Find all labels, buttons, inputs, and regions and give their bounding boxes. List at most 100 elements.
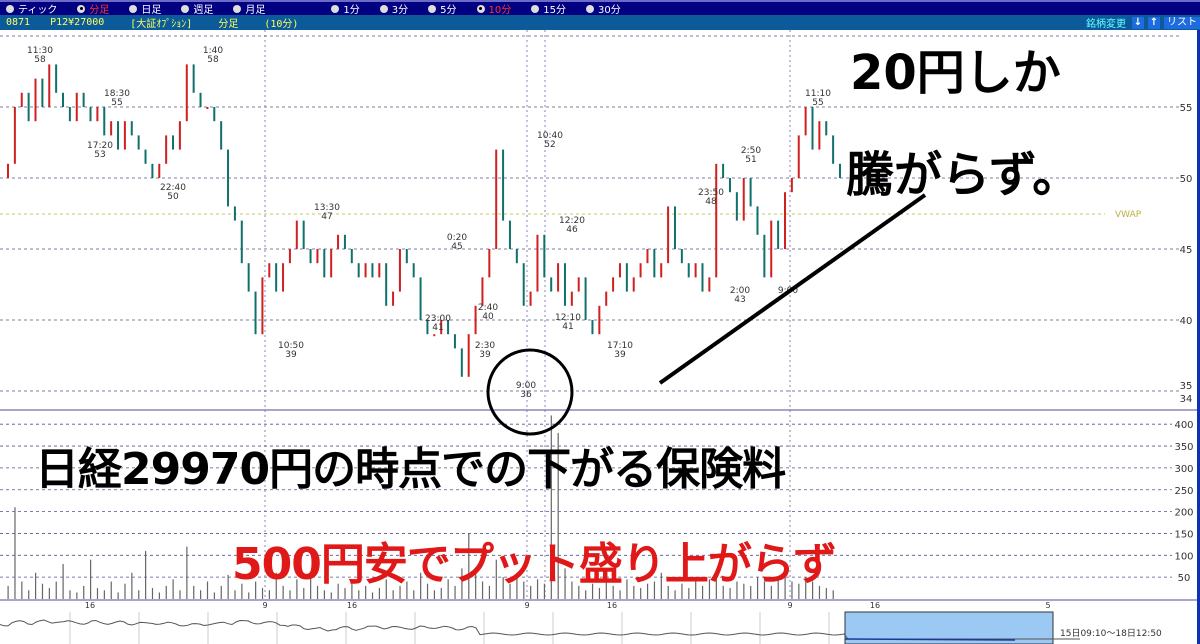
- candle: [646, 249, 649, 264]
- interval-radio-5[interactable]: 5分: [428, 1, 457, 16]
- volume-bar: [48, 588, 50, 599]
- volume-bar: [564, 568, 566, 599]
- arrow-down-icon[interactable]: ↓: [1132, 16, 1144, 29]
- volume-bar: [509, 583, 511, 599]
- radio-label: 月足: [245, 5, 266, 16]
- volume-bar: [825, 588, 827, 599]
- chart-background: [0, 30, 1200, 644]
- candle: [673, 206, 676, 249]
- volume-bar: [179, 590, 181, 599]
- mode-radio-day[interactable]: 日足: [129, 1, 161, 16]
- volume-bar: [69, 590, 71, 599]
- candle: [660, 263, 663, 278]
- volume-bar: [289, 590, 291, 599]
- volume-bar: [371, 592, 374, 599]
- interval-radio-30[interactable]: 30分: [586, 1, 621, 16]
- candle: [48, 64, 51, 107]
- symbol-controls: 銘柄変更 ↓ ↑ リスト: [1086, 15, 1200, 30]
- candle: [667, 206, 670, 264]
- volume-bar: [481, 581, 484, 599]
- volume-bar: [76, 592, 78, 599]
- candle: [474, 305, 477, 335]
- mode-radio-minute[interactable]: 分足: [77, 1, 109, 16]
- candle: [502, 149, 505, 221]
- volume-bar: [124, 583, 126, 599]
- volume-bar: [516, 572, 518, 599]
- volume-bar: [296, 579, 298, 599]
- candle: [75, 92, 78, 122]
- volume-bar: [96, 588, 99, 599]
- annotation-price: 46: [566, 225, 578, 235]
- volume-bar: [805, 577, 807, 599]
- pointer-line: [658, 193, 927, 385]
- mode-radio-week[interactable]: 週足: [181, 1, 213, 16]
- volume-bar: [701, 585, 704, 599]
- volume-bar: [578, 585, 580, 599]
- annotation-time: 13:30: [314, 203, 340, 213]
- candle: [412, 263, 415, 278]
- annotation-price: 55: [111, 98, 122, 108]
- candle: [515, 249, 518, 264]
- interval-radio-1[interactable]: 1分: [331, 1, 360, 16]
- volume-bar: [131, 572, 133, 599]
- chart-interval: (10分): [264, 19, 299, 30]
- candle: [777, 220, 780, 249]
- radio-label: 分足: [89, 5, 110, 16]
- volume-bar: [310, 572, 312, 599]
- annotation-time: 12:10: [555, 313, 581, 323]
- candle: [233, 206, 236, 221]
- volume-bar: [268, 590, 270, 599]
- volume-bar: [365, 585, 367, 599]
- volume-bar: [220, 585, 222, 599]
- candle: [536, 234, 539, 292]
- candle: [137, 135, 140, 150]
- radio-icon: [181, 4, 190, 13]
- symbol-info-bar: 0871 P12¥27000 [大証ｵﾌﾟｼｮﾝ] 分足 (10分): [0, 15, 1200, 30]
- volume-bar: [447, 579, 449, 599]
- overlay-text-put: 500円安でプット盛り上がらず: [232, 539, 837, 590]
- contract-name: P12¥27000: [50, 17, 105, 28]
- candle: [96, 107, 99, 122]
- volume-bar: [193, 585, 195, 599]
- mode-radio-month[interactable]: 月足: [233, 1, 265, 16]
- interval-radio-10[interactable]: 10分: [476, 1, 511, 16]
- volume-bar: [791, 581, 793, 599]
- volume-bar: [777, 579, 779, 599]
- arrow-up-icon[interactable]: ↑: [1148, 16, 1160, 29]
- volume-bar: [475, 572, 477, 599]
- list-button[interactable]: リスト: [1164, 16, 1200, 29]
- volume-bar: [138, 590, 140, 599]
- annotation-price: 43: [734, 295, 745, 305]
- annotation-price: 41: [562, 322, 573, 332]
- market-name: [大証ｵﾌﾟｼｮﾝ]: [130, 19, 193, 30]
- volume-bar: [206, 581, 209, 599]
- volume-bar: [145, 550, 147, 599]
- change-symbol-button[interactable]: 銘柄変更: [1086, 19, 1126, 30]
- volume-bar: [55, 581, 57, 599]
- candle: [185, 64, 188, 122]
- interval-radio-3[interactable]: 3分: [379, 1, 408, 16]
- price-tick-label: 50: [1180, 174, 1193, 185]
- mode-radio-tick[interactable]: ティック: [6, 1, 57, 16]
- volume-bar: [28, 590, 30, 599]
- volume-bar: [557, 432, 559, 599]
- candle: [625, 263, 628, 292]
- annotation-time: 23:00: [425, 314, 451, 324]
- interval-radio-15[interactable]: 15分: [531, 1, 566, 16]
- candle: [818, 121, 821, 150]
- candle: [295, 220, 298, 249]
- volume-bar: [399, 585, 401, 599]
- volume-bar: [275, 572, 277, 599]
- volume-bar: [798, 583, 800, 599]
- volume-bar: [605, 581, 607, 599]
- candle: [618, 263, 621, 278]
- volume-bar: [653, 581, 656, 599]
